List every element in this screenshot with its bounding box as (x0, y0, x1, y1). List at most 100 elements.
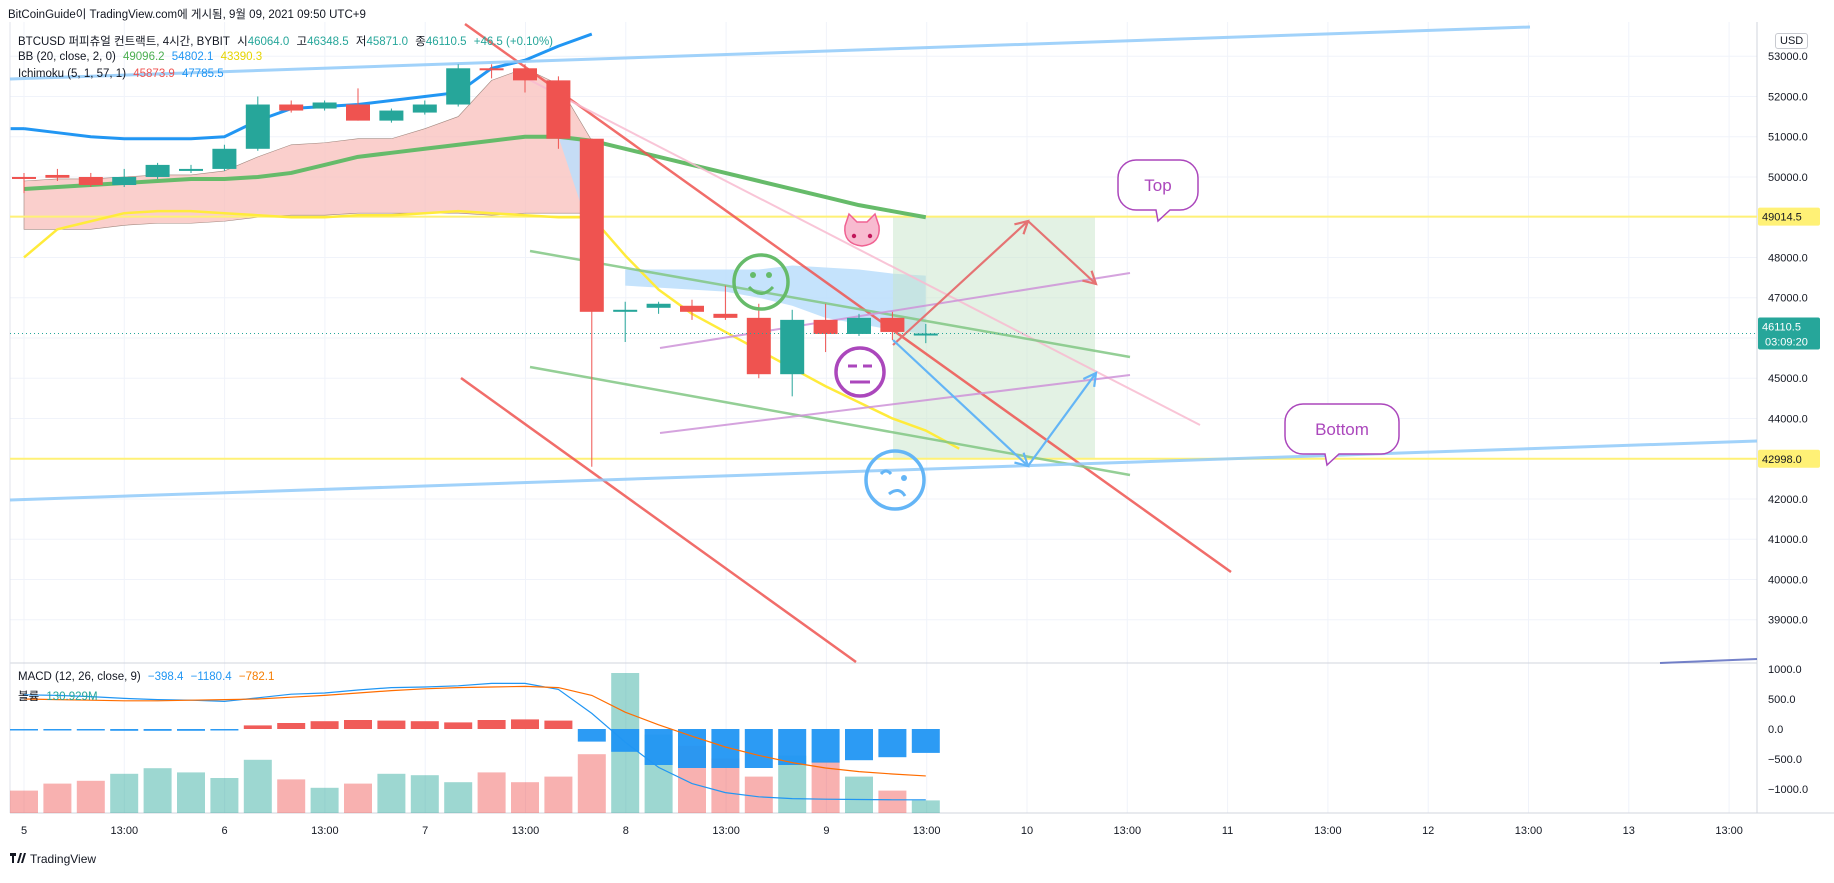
candle-body (279, 104, 304, 111)
candle-body (179, 168, 203, 171)
volume-bar (811, 761, 840, 813)
target-zone (893, 216, 1095, 459)
macd-legend[interactable]: MACD (12, 26, close, 9) −398.4 −1180.4 −… (18, 671, 278, 683)
eye (750, 272, 756, 278)
candle-body (780, 319, 805, 375)
low-value: 45871.0 (366, 36, 409, 48)
volume-legend[interactable]: 볼륨 130.929M (18, 688, 102, 704)
macd-histogram-bar (444, 722, 473, 729)
candle-body (713, 313, 738, 318)
eye (766, 272, 772, 278)
candle-body (78, 176, 103, 186)
candle-body (312, 102, 337, 109)
bottom-level-price-tag-bg (1758, 449, 1820, 468)
ichimoku-b-value: 47785.5 (182, 68, 224, 80)
change-value: +46.5 (+0.10%) (473, 36, 554, 48)
ichimoku-name: Ichimoku (5, 1, 57, 1) (18, 68, 127, 80)
price-tick-label: 42000.0 (1768, 494, 1808, 506)
top-callout-bubble (1117, 159, 1199, 223)
volume-bar (845, 776, 873, 813)
footer: TradingView (10, 852, 96, 866)
ichimoku-a-value: 45873.9 (133, 68, 175, 80)
volume-name: 볼륨 (18, 691, 40, 703)
open-label: 시 (237, 36, 248, 48)
price-tick-label: 44000.0 (1768, 413, 1808, 425)
candle-body (880, 317, 905, 332)
macd-histogram-bar (210, 729, 239, 731)
volume-bar (911, 800, 940, 813)
last-price-tag: 46110.5 (1762, 322, 1801, 334)
macd-histogram-bar (778, 729, 807, 765)
neutral-face-icon (834, 346, 886, 398)
happy-face-icon-outline (732, 253, 790, 311)
price-tick-label: 48000.0 (1768, 252, 1808, 264)
candle-body (579, 138, 604, 312)
macd-hist-value: −398.4 (147, 671, 184, 683)
confused-face-icon-outline (864, 449, 926, 511)
publish-header: BitCoinGuide이 TradingView.com에 게시됨, 9월 0… (8, 9, 366, 21)
macd-tick-label: −1000.0 (1768, 784, 1808, 796)
macd-histogram-bar (76, 729, 105, 731)
ichimoku-legend[interactable]: Ichimoku (5, 1, 57, 1) 45873.9 47785.5 (18, 68, 228, 80)
time-tick-label: 13:00 (512, 825, 540, 837)
countdown-tag: 03:09:20 (1765, 337, 1808, 349)
macd-histogram-bar (845, 729, 873, 761)
volume-bar (377, 773, 406, 813)
symbol-legend: BTCUSD 퍼피츄얼 컨트랙트, 4시간, BYBIT 시46064.0 고4… (18, 33, 557, 49)
candle-body (479, 68, 504, 71)
candle-body (212, 148, 237, 169)
macd-histogram-bar (511, 719, 539, 729)
bottom-callout: Bottom (1284, 403, 1400, 467)
bottom-callout-bubble (1284, 403, 1400, 467)
bottom-callout-text: Bottom (1315, 420, 1369, 439)
time-tick-label: 13:00 (1515, 825, 1543, 837)
top-callout-text: Top (1144, 176, 1171, 195)
time-tick-label: 10 (1021, 825, 1033, 837)
candles (12, 64, 938, 467)
top-level-price-tag-bg (1758, 207, 1820, 226)
macd-name: MACD (12, 26, close, 9) (18, 671, 141, 683)
price-tick-label: 52000.0 (1768, 91, 1808, 103)
close-label: 종 (415, 36, 426, 48)
price-tick-label: 39000.0 (1768, 615, 1808, 627)
macd-histogram-bar (110, 729, 139, 731)
low-label: 저 (355, 36, 367, 48)
purple-channel-upper (659, 272, 1131, 349)
bb-name: BB (20, close, 2, 0) (18, 51, 116, 63)
blue-upper-trendline (9, 25, 1531, 81)
time-tick-label: 12 (1422, 825, 1434, 837)
macd-histogram-bar (410, 721, 439, 729)
happy-face-icon (732, 253, 790, 311)
candle-body (613, 309, 638, 312)
volume-bar (878, 790, 907, 813)
bb-basis-value: 49096.2 (123, 51, 165, 63)
cat-eye (867, 233, 873, 239)
macd-signal-value: −782.1 (238, 671, 275, 683)
grid-lines (10, 22, 1757, 813)
macd-signal-line (23, 685, 926, 777)
bb-legend[interactable]: BB (20, close, 2, 0) 49096.2 54802.1 433… (18, 51, 266, 63)
candle-body (379, 110, 404, 121)
volume-bar (577, 754, 606, 813)
macd-histogram-bar (477, 720, 506, 729)
macd-tick-label: 500.0 (1768, 694, 1796, 706)
macd-histogram-bar (344, 720, 372, 729)
volume-bar (76, 780, 105, 813)
candle-body (813, 319, 838, 334)
close-value: 46110.5 (425, 36, 467, 48)
currency-badge[interactable]: USD (1775, 33, 1809, 49)
macd-histogram-bar (544, 720, 573, 729)
macd-histogram-bar (277, 723, 306, 729)
candle-body (546, 80, 571, 139)
candle-body (346, 104, 370, 121)
macd-histogram-bar (878, 729, 907, 758)
last-price-tag-bg (1758, 317, 1820, 350)
bull-path-down-arrow (1027, 220, 1097, 285)
bear-path-down-arrow (892, 339, 1029, 467)
volume-bar (410, 775, 439, 813)
symbol-title[interactable]: BTCUSD 퍼피츄얼 컨트랙트, 4시간, BYBIT (18, 36, 230, 48)
candle-body (245, 104, 270, 149)
time-tick-label: 6 (222, 825, 228, 837)
